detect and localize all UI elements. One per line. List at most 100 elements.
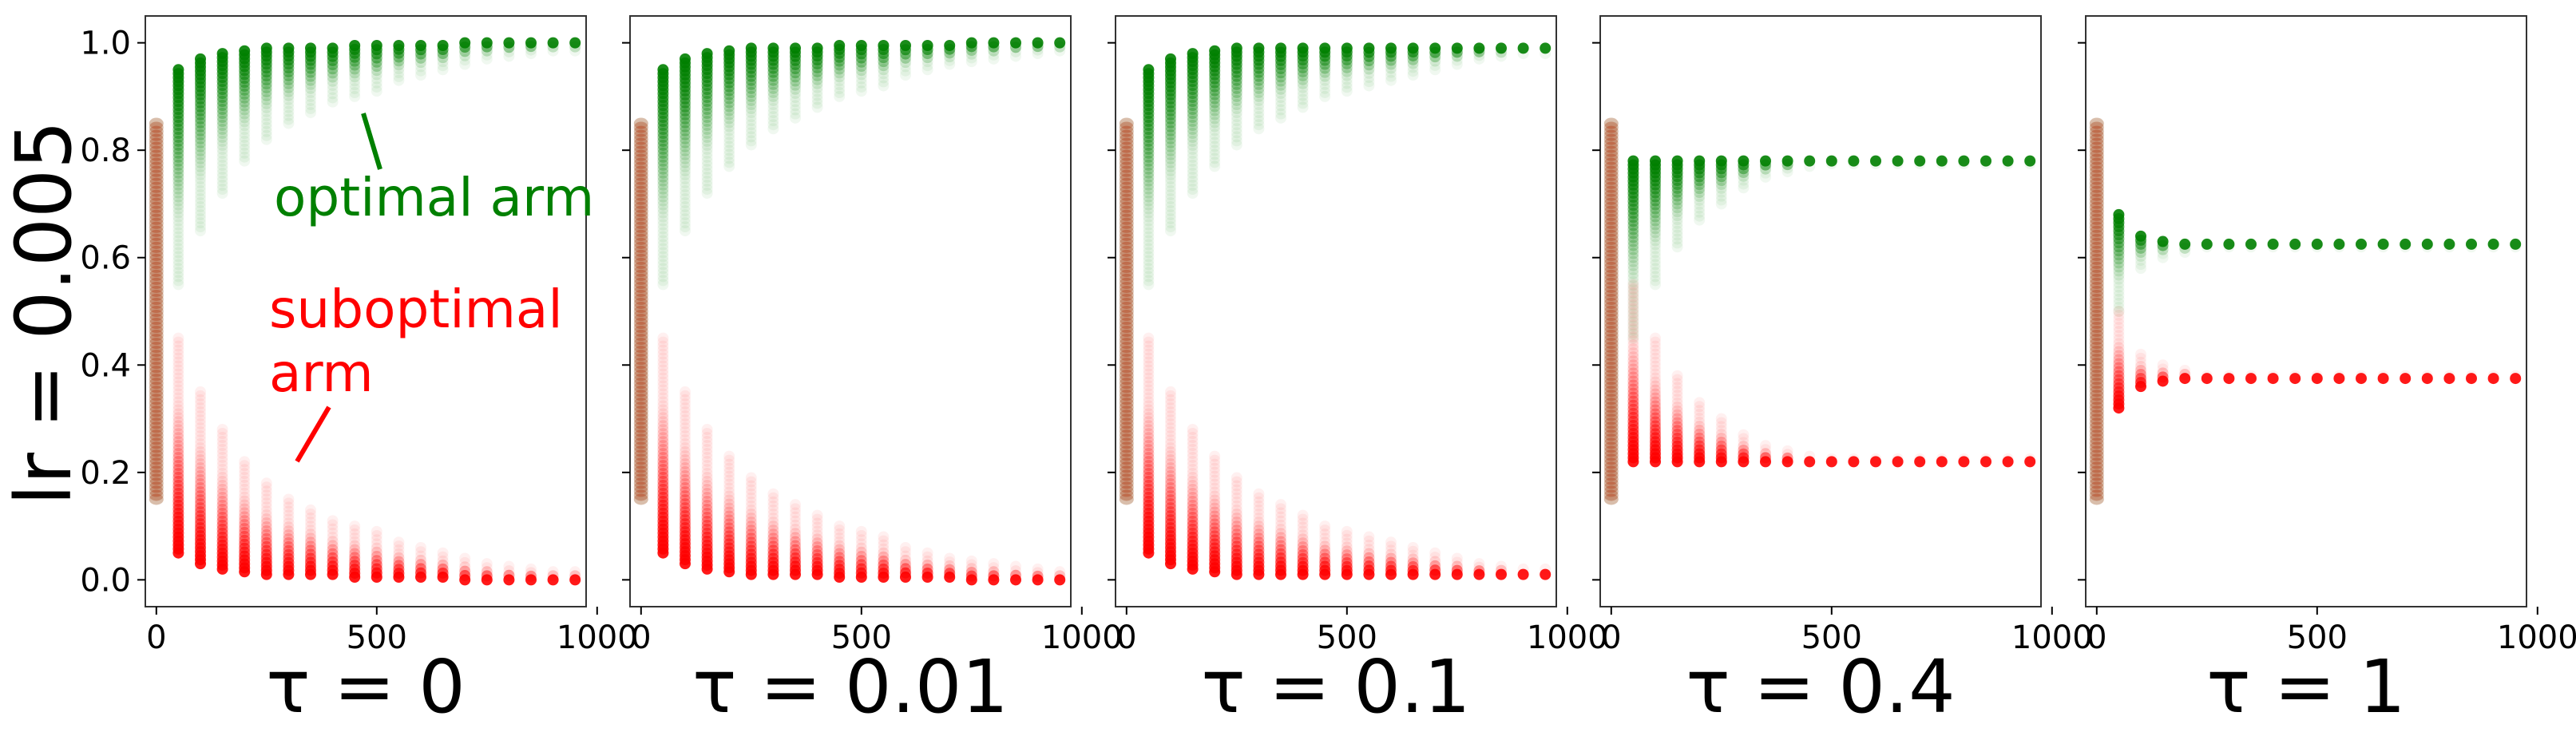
data-point: [723, 133, 735, 144]
data-point: [195, 117, 206, 129]
data-point: [921, 56, 933, 68]
data-point: [944, 47, 956, 59]
data-point: [855, 85, 867, 97]
data-point: [2510, 241, 2522, 253]
data-point: [900, 52, 911, 64]
data-point: [633, 261, 648, 273]
data-point: [633, 245, 648, 257]
data-point: [723, 450, 735, 462]
data-point: [680, 152, 691, 164]
data-point: [944, 43, 956, 55]
data-point: [149, 265, 164, 277]
data-point: [239, 515, 251, 527]
data-point: [633, 145, 648, 157]
series-optimal-arm: [1119, 42, 1552, 505]
data-point: [415, 542, 426, 553]
series-suboptimal-arm: [1603, 117, 2036, 505]
data-point: [172, 199, 184, 211]
data-point: [283, 529, 295, 541]
data-point: [149, 493, 164, 505]
data-point: [834, 67, 846, 79]
data-point: [149, 310, 164, 322]
data-point: [149, 394, 164, 406]
data-point: [1671, 370, 1683, 382]
data-point: [172, 167, 184, 179]
data-point: [216, 132, 228, 144]
data-point: [149, 413, 164, 425]
data-point: [260, 513, 272, 525]
data-point: [988, 41, 1000, 53]
data-point: [149, 125, 164, 137]
data-point: [393, 63, 405, 75]
data-point: [172, 464, 184, 476]
data-point: [633, 314, 648, 326]
data-point: [239, 132, 251, 144]
data-point: [745, 123, 757, 135]
data-point: [680, 201, 691, 213]
data-point: [149, 370, 164, 382]
data-point: [921, 64, 933, 76]
data-point: [195, 173, 206, 185]
data-point: [2201, 370, 2213, 382]
data-point: [437, 60, 449, 72]
data-point: [633, 141, 648, 153]
data-point: [1980, 158, 1991, 169]
data-point: [1473, 53, 1485, 65]
data-point: [415, 48, 426, 60]
data-point: [2179, 365, 2191, 376]
data-point: [633, 269, 648, 281]
data-point: [633, 201, 648, 213]
data-point: [172, 424, 184, 436]
data-point: [633, 338, 648, 350]
data-point: [790, 108, 801, 120]
data-point: [790, 499, 801, 511]
data-point: [239, 472, 251, 484]
data-point: [172, 440, 184, 452]
data-point: [767, 62, 779, 74]
data-point: [680, 181, 691, 193]
data-point: [633, 233, 648, 245]
data-point: [900, 65, 911, 77]
data-point: [149, 121, 164, 133]
data-point: [2311, 370, 2323, 382]
data-point: [239, 147, 251, 159]
data-point: [195, 148, 206, 160]
data-point: [260, 520, 272, 532]
data-point: [216, 443, 228, 455]
data-point: [260, 493, 272, 505]
data-point: [723, 101, 735, 113]
data-point: [393, 59, 405, 71]
data-point: [633, 161, 648, 173]
data-point: [723, 109, 735, 121]
data-point: [633, 121, 648, 133]
data-point: [2333, 370, 2345, 382]
data-point: [149, 165, 164, 177]
data-point: [767, 90, 779, 102]
data-point: [149, 425, 164, 437]
data-point: [149, 229, 164, 241]
data-point: [216, 424, 228, 435]
data-point: [633, 394, 648, 406]
data-point: [149, 233, 164, 245]
data-point: [1231, 139, 1242, 151]
data-point: [1054, 41, 1066, 53]
data-point: [723, 129, 735, 140]
data-point: [2421, 241, 2433, 253]
data-point: [790, 83, 801, 95]
data-point: [149, 477, 164, 489]
data-point: [283, 536, 295, 548]
data-point: [149, 197, 164, 209]
data-point: [216, 451, 228, 463]
suboptimal-arm-label-line2: arm: [269, 342, 374, 404]
data-point: [633, 217, 648, 229]
data-point: [305, 528, 316, 540]
data-point: [260, 489, 272, 501]
data-point: [855, 73, 867, 85]
data-point: [216, 108, 228, 120]
data-point: [680, 97, 691, 109]
data-point: [195, 169, 206, 181]
data-point: [149, 358, 164, 370]
data-point: [149, 173, 164, 185]
data-point: [415, 52, 426, 64]
